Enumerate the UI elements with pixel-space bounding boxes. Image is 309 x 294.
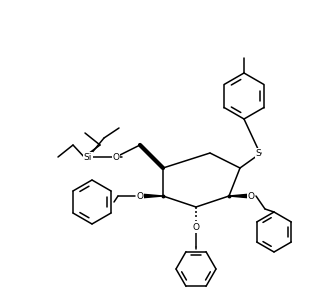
Text: S: S	[255, 148, 261, 158]
Text: O: O	[248, 191, 255, 201]
Polygon shape	[229, 194, 251, 198]
Text: O: O	[193, 223, 200, 233]
Polygon shape	[140, 194, 163, 198]
Text: Si: Si	[84, 153, 92, 161]
Text: O: O	[137, 191, 143, 201]
Text: O: O	[112, 153, 120, 161]
